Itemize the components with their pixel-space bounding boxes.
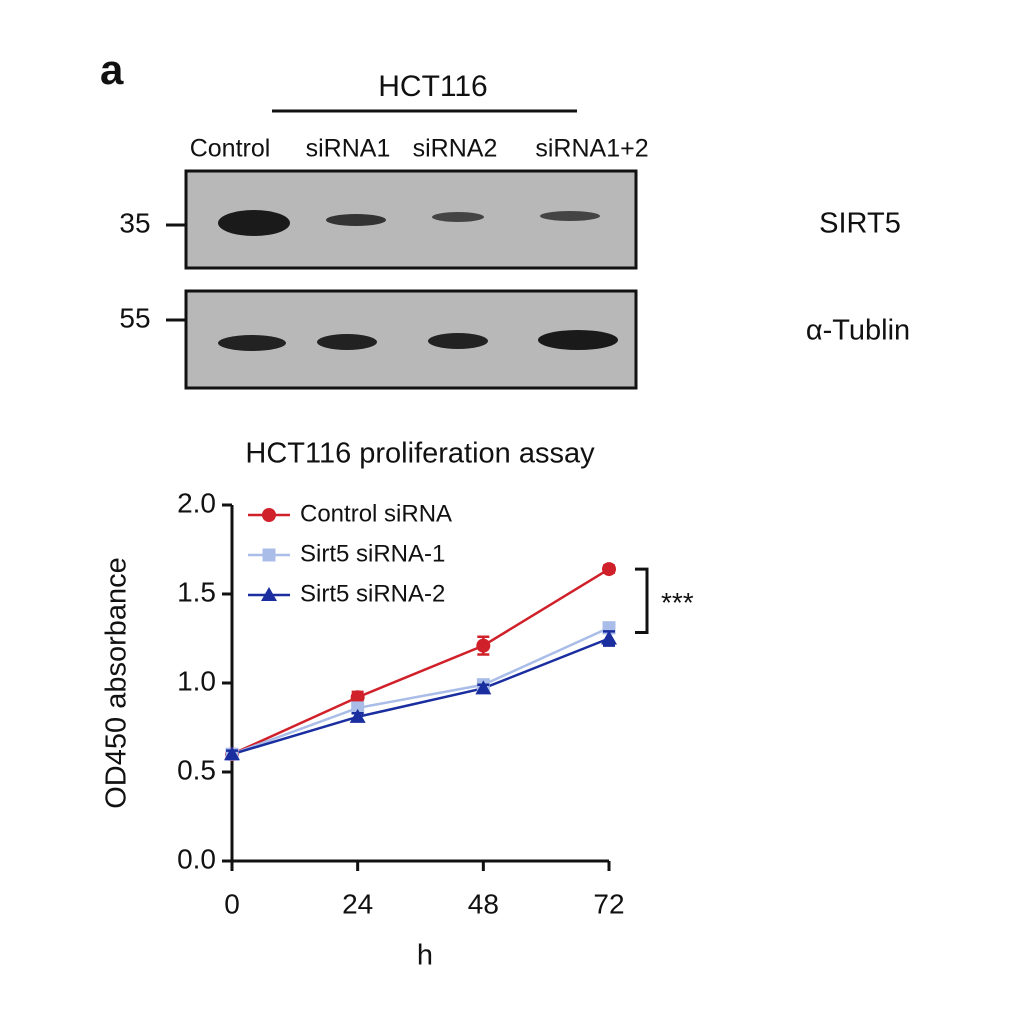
lane-label: siRNA1 (306, 135, 391, 163)
band (326, 214, 386, 226)
chart-title: HCT116 proliferation assay (245, 438, 595, 470)
point (224, 746, 240, 761)
point (475, 680, 492, 695)
y-tick-label: 1.5 (177, 576, 216, 607)
lane-label: siRNA1+2 (535, 135, 648, 163)
legend-label: Control siRNA (300, 500, 452, 527)
point (261, 587, 277, 601)
point (350, 690, 365, 705)
panel-label: a (100, 46, 124, 93)
legend-label: Sirt5 siRNA-1 (300, 540, 445, 567)
point (476, 638, 491, 653)
lane-label: Control (190, 135, 271, 163)
group-label: HCT116 (378, 70, 487, 103)
y-axis-label: OD450 absorbance (101, 557, 133, 809)
band (432, 212, 484, 222)
series-line (231, 637, 610, 756)
x-tick-label: 24 (342, 888, 373, 919)
point (262, 508, 276, 522)
y-tick-label: 0.5 (177, 754, 216, 785)
x-axis-label: h (417, 940, 433, 972)
band (540, 211, 600, 221)
y-tick-label: 0.0 (177, 843, 216, 874)
point (349, 708, 366, 723)
lane-label: siRNA2 (413, 135, 498, 163)
band (317, 334, 377, 350)
point (601, 630, 617, 645)
annotation: *** (661, 587, 694, 618)
point (262, 548, 276, 562)
legend-label: Sirt5 siRNA-2 (300, 580, 445, 607)
x-tick-label: 48 (468, 888, 499, 919)
y-tick-label: 1.0 (177, 665, 216, 696)
series-line (231, 568, 610, 756)
mw-marker: 55 (119, 302, 150, 333)
series-line (231, 626, 610, 756)
band (218, 335, 286, 351)
protein-label: α-Tublin (806, 315, 910, 347)
band (428, 333, 488, 349)
y-tick-label: 2.0 (177, 487, 216, 518)
point (351, 701, 365, 715)
point (602, 562, 616, 577)
mw-marker: 35 (119, 207, 150, 238)
x-tick-label: 0 (224, 888, 240, 919)
significance-bracket (635, 567, 649, 634)
band (538, 330, 618, 350)
protein-label: SIRT5 (819, 208, 901, 240)
x-tick-label: 72 (593, 888, 624, 919)
band (218, 210, 290, 236)
